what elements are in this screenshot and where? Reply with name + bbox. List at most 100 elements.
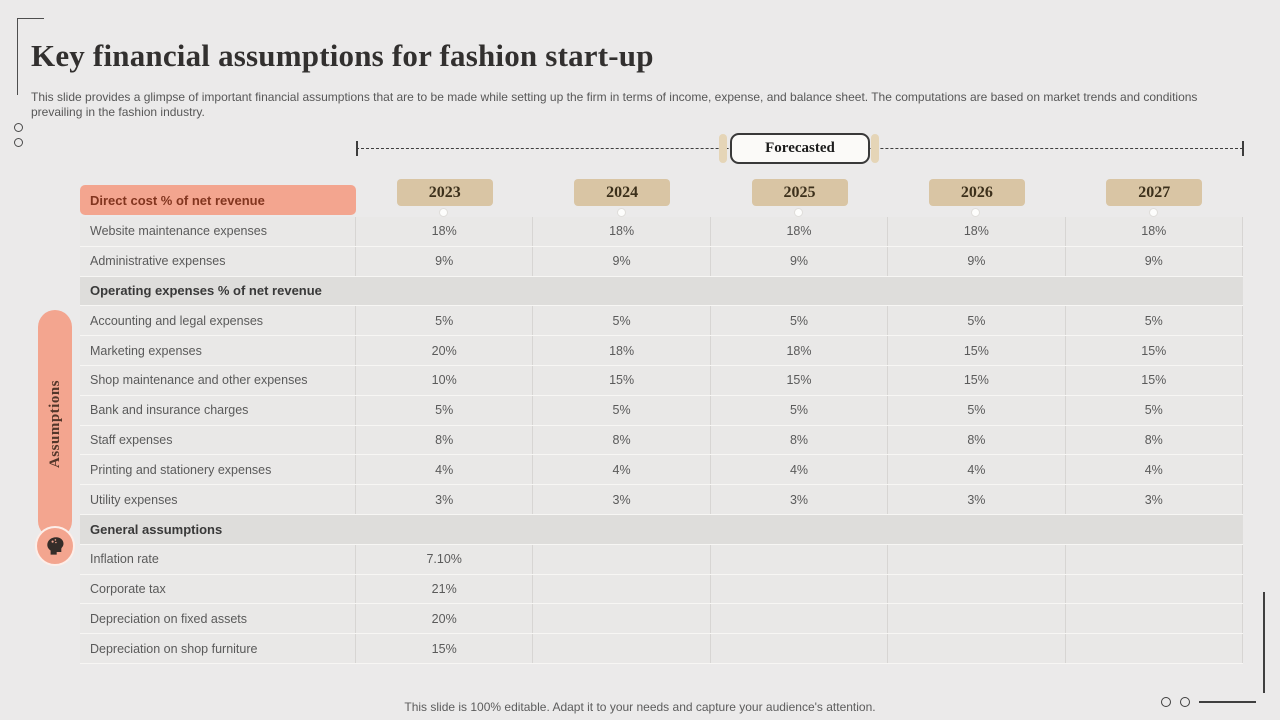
direct-cost-header: Direct cost % of net revenue	[80, 185, 356, 215]
table-header-row: Direct cost % of net revenue 2023 2024 202…	[80, 179, 1243, 217]
cell-value: 3%	[356, 485, 534, 514]
cell-value: 8%	[888, 425, 1066, 455]
cell-value: 15%	[1066, 336, 1243, 365]
cell-value	[533, 515, 710, 544]
cell-value: 20%	[356, 336, 534, 365]
row-label: Staff expenses	[80, 425, 356, 455]
cell-value: 8%	[1066, 425, 1243, 455]
year-header-2025: 2025	[751, 179, 848, 206]
year-header-2026: 2026	[928, 179, 1025, 206]
cell-value	[711, 604, 889, 634]
table-row: Marketing expenses 20% 18% 18% 15% 15%	[80, 336, 1243, 366]
right-edge-line	[1263, 592, 1265, 693]
table-row: Website maintenance expenses 18% 18% 18% 18%…	[80, 217, 1243, 247]
year-header-2023: 2023	[396, 179, 493, 206]
cell-value: 18%	[888, 217, 1066, 246]
cell-value	[711, 515, 888, 544]
cell-value: 9%	[533, 246, 711, 276]
cell-value: 3%	[711, 485, 889, 514]
table-row: Depreciation on shop furniture 15%	[80, 634, 1243, 664]
cell-value	[711, 544, 889, 574]
cell-value: 18%	[356, 217, 534, 246]
cell-value	[888, 634, 1066, 663]
cell-value: 15%	[711, 365, 889, 395]
cell-value	[1066, 515, 1243, 544]
assumptions-label: Assumptions	[46, 379, 63, 469]
cell-value: 15%	[356, 634, 534, 663]
row-label: Inflation rate	[80, 544, 356, 574]
cell-value: 15%	[888, 336, 1066, 365]
year-header-2027: 2027	[1106, 179, 1203, 206]
table-row: Administrative expenses 9% 9% 9% 9% 9%	[80, 246, 1243, 277]
table-row: Corporate tax 21%	[80, 574, 1243, 605]
slide-description: This slide provides a glimpse of importa…	[31, 90, 1198, 119]
cell-value: 15%	[533, 365, 711, 395]
year-marker-dot	[971, 208, 981, 217]
cell-value: 8%	[711, 425, 889, 455]
assumptions-side-banner: Assumptions	[38, 310, 72, 538]
cell-value: 4%	[1066, 455, 1243, 485]
cell-value	[1066, 574, 1243, 604]
row-label: Operating expenses % of net revenue	[90, 283, 322, 299]
cell-value: 9%	[1066, 246, 1243, 276]
cell-value	[1066, 604, 1243, 634]
cell-value: 5%	[533, 306, 711, 336]
cell-value: 9%	[888, 246, 1066, 276]
table-row: Inflation rate 7.10%	[80, 544, 1243, 575]
year-marker-dot	[794, 208, 803, 217]
row-label: Shop maintenance and other expenses	[80, 365, 356, 395]
cell-value	[888, 574, 1066, 604]
cell-value: 5%	[888, 306, 1066, 336]
timeline-left-pill	[719, 134, 727, 163]
cell-value	[888, 544, 1066, 574]
forecasted-badge: Forecasted	[730, 133, 870, 164]
cell-value: 3%	[888, 485, 1066, 514]
cell-value	[1066, 544, 1243, 574]
page-title: Key financial assumptions for fashion st…	[31, 38, 654, 73]
forecasted-label: Forecasted	[765, 140, 835, 156]
table-row: Shop maintenance and other expenses 10% 15…	[80, 365, 1243, 396]
timeline-start-tick	[356, 141, 358, 156]
cell-value: 4%	[533, 455, 711, 485]
row-label: Corporate tax	[80, 574, 356, 604]
table-row: Accounting and legal expenses 5% 5% 5% 5% 5%	[80, 306, 1243, 337]
cell-value: 18%	[711, 217, 889, 246]
cell-value	[356, 277, 533, 306]
cell-value: 5%	[1066, 306, 1243, 336]
cell-value: 18%	[533, 217, 711, 246]
title-corner-bracket	[17, 18, 44, 95]
cell-value	[888, 277, 1065, 306]
cell-value: 5%	[356, 395, 534, 425]
row-label: Administrative expenses	[80, 246, 356, 276]
cell-value: 5%	[1066, 395, 1243, 425]
cell-value	[888, 515, 1065, 544]
cell-value	[533, 544, 711, 574]
left-edge-dot	[14, 138, 23, 147]
cell-value: 7.10%	[356, 544, 534, 574]
cell-value	[711, 574, 889, 604]
cell-value	[1066, 277, 1243, 306]
cell-value: 5%	[888, 395, 1066, 425]
cell-value	[1066, 634, 1243, 663]
cell-value	[533, 634, 711, 663]
year-marker-dot	[1148, 208, 1158, 217]
cell-value: 5%	[711, 395, 889, 425]
cell-value: 21%	[356, 574, 534, 604]
table-row: Bank and insurance charges 5% 5% 5% 5% 5%	[80, 395, 1243, 426]
year-header-2024: 2024	[574, 179, 671, 206]
table-row: Utility expenses 3% 3% 3% 3% 3%	[80, 485, 1243, 515]
cell-value	[356, 515, 533, 544]
cell-value: 10%	[356, 365, 534, 395]
bottom-right-dot	[1180, 697, 1190, 707]
cell-value: 4%	[888, 455, 1066, 485]
cell-value: 5%	[711, 306, 889, 336]
row-label: Utility expenses	[80, 485, 356, 514]
table-body: Website maintenance expenses 18% 18% 18% 18%…	[80, 217, 1243, 664]
cell-value: 9%	[356, 246, 534, 276]
bottom-right-line	[1199, 701, 1256, 703]
cell-value: 3%	[1066, 485, 1243, 514]
cell-value: 15%	[888, 365, 1066, 395]
cell-value: 8%	[533, 425, 711, 455]
row-label: Marketing expenses	[80, 336, 356, 365]
row-label: Printing and stationery expenses	[80, 455, 356, 485]
